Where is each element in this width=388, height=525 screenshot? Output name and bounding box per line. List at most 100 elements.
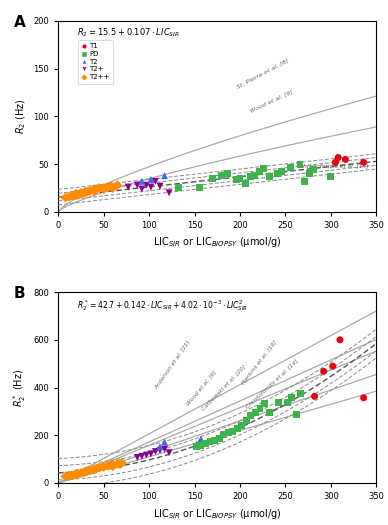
Point (82, 187, 88, 196)
Point (90, 186, 96, 194)
Point (330, 362, 336, 370)
Point (110, 462, 116, 470)
Point (134, 181, 140, 190)
Point (108, 461, 114, 469)
Point (152, 177, 159, 185)
Point (337, 335, 343, 344)
Point (198, 442, 204, 450)
Point (100, 185, 107, 193)
Point (234, 425, 241, 433)
Point (96, 184, 102, 192)
Point (257, 404, 263, 413)
Point (73, 470, 80, 478)
Point (220, 430, 227, 439)
Point (237, 174, 243, 183)
Point (310, 166, 317, 174)
Text: St. Pierre et al. [8]: St. Pierre et al. [8] (236, 58, 289, 90)
Point (166, 188, 172, 197)
Point (275, 398, 281, 407)
Point (328, 172, 334, 181)
Point (100, 184, 107, 192)
Point (157, 182, 163, 191)
Point (152, 447, 159, 456)
Point (78, 190, 84, 198)
Point (93, 185, 99, 193)
Point (360, 394, 367, 402)
Point (105, 461, 111, 470)
Point (78, 188, 84, 197)
Point (360, 158, 367, 166)
Point (210, 174, 216, 183)
Point (198, 435, 204, 443)
Point (75, 191, 81, 199)
Point (219, 172, 225, 180)
Point (266, 172, 272, 181)
Point (92, 465, 98, 474)
Point (166, 448, 172, 457)
Point (248, 412, 254, 420)
Text: Wood et al. [9]: Wood et al. [9] (249, 89, 294, 113)
Point (69, 471, 75, 479)
Point (256, 167, 262, 176)
Point (139, 452, 145, 460)
Point (333, 158, 339, 166)
Point (233, 175, 239, 184)
Point (260, 165, 267, 173)
Point (266, 408, 272, 416)
Point (90, 466, 96, 474)
Point (92, 186, 98, 194)
Point (216, 435, 222, 443)
Point (73, 190, 80, 198)
Point (193, 443, 199, 451)
Point (289, 394, 295, 402)
Point (66, 471, 72, 480)
Point (71, 470, 78, 479)
Point (157, 443, 163, 451)
Point (161, 438, 168, 446)
Point (306, 170, 312, 178)
Point (87, 466, 93, 475)
Point (230, 427, 236, 435)
Point (92, 465, 98, 474)
Text: Anderson et al. [21]: Anderson et al. [21] (154, 339, 191, 390)
Point (297, 160, 303, 169)
Text: Christoforidis et al. [14]: Christoforidis et al. [14] (299, 164, 369, 169)
Point (62, 472, 69, 480)
Point (143, 451, 149, 459)
Point (342, 155, 348, 164)
Point (114, 460, 120, 468)
Point (105, 183, 111, 191)
Point (119, 458, 125, 467)
Point (84, 187, 90, 196)
Point (224, 170, 230, 178)
Point (301, 177, 308, 185)
X-axis label: LIC$_{SIR}$ or LIC$_{BIOPSY}$ (μmol/g): LIC$_{SIR}$ or LIC$_{BIOPSY}$ (μmol/g) (153, 236, 282, 249)
Text: Christoforidis et al. [14]: Christoforidis et al. [14] (244, 358, 299, 409)
Point (274, 170, 281, 178)
Point (262, 400, 268, 408)
Point (110, 460, 116, 469)
Point (175, 183, 181, 191)
Point (134, 453, 140, 461)
Point (117, 460, 123, 469)
Point (71, 191, 78, 199)
Y-axis label: $R_2$ (Hz): $R_2$ (Hz) (14, 99, 28, 134)
Text: A: A (14, 15, 25, 30)
Point (82, 187, 88, 196)
Point (84, 467, 90, 475)
Text: B: B (14, 286, 25, 301)
Point (73, 191, 80, 199)
Point (78, 469, 84, 477)
Y-axis label: $R_2^*$ (Hz): $R_2^*$ (Hz) (11, 369, 28, 407)
Point (139, 177, 145, 185)
Point (66, 193, 72, 201)
Point (139, 185, 145, 193)
Point (288, 163, 294, 171)
Point (105, 183, 111, 191)
Point (114, 181, 120, 190)
Point (69, 192, 75, 200)
Point (298, 389, 304, 397)
Point (251, 172, 258, 180)
Point (252, 408, 258, 416)
Point (161, 445, 168, 453)
